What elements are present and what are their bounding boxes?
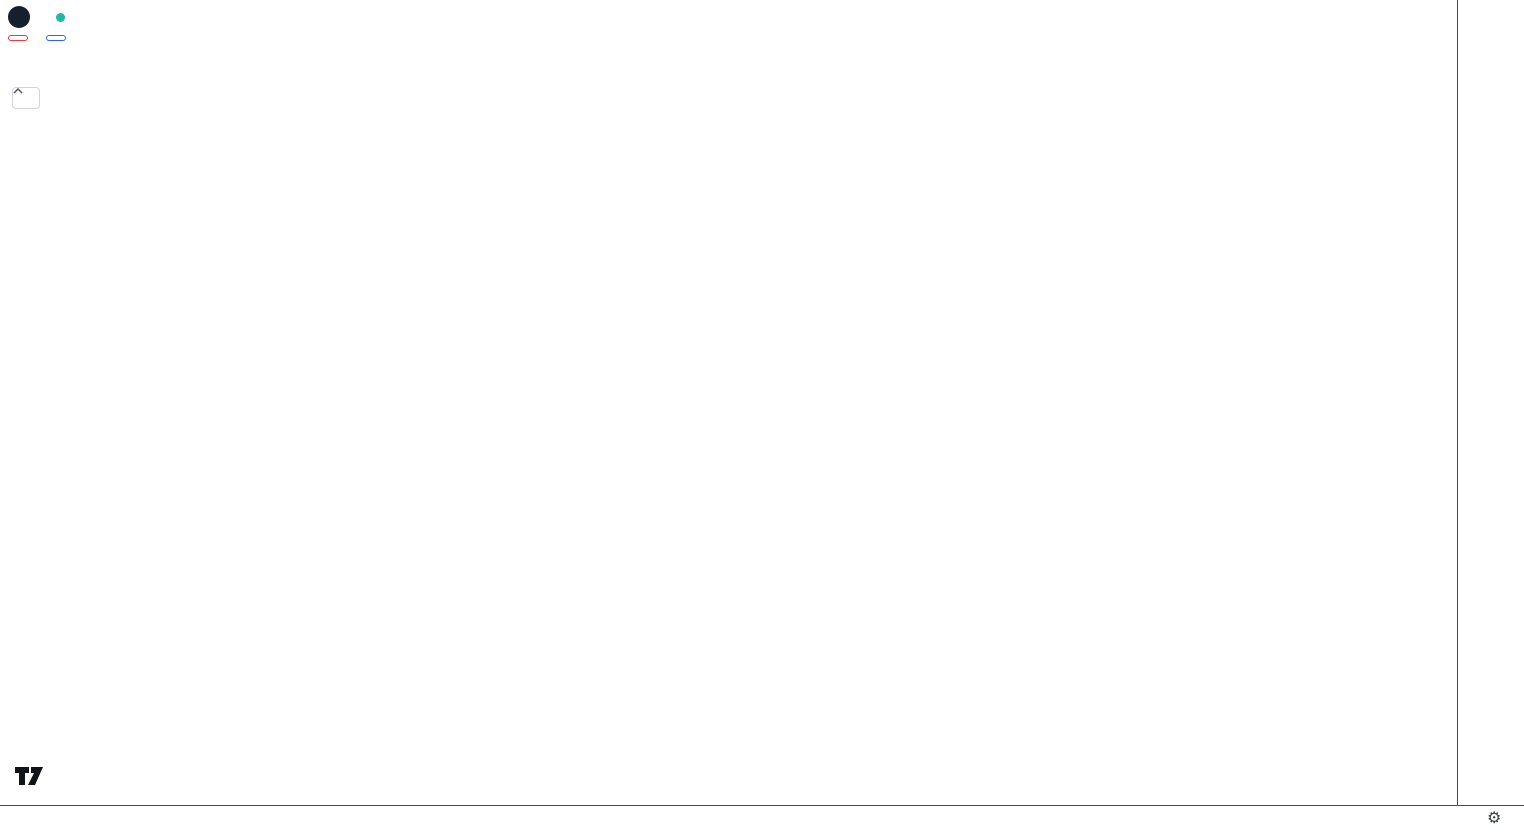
symbol-logo[interactable] xyxy=(8,6,30,28)
price-box-low[interactable] xyxy=(8,35,28,41)
axis-settings-gear-icon[interactable]: ⚙ xyxy=(1487,810,1502,827)
time-axis[interactable] xyxy=(0,805,1524,832)
price-axis[interactable] xyxy=(1457,0,1524,805)
market-status-dot xyxy=(56,12,65,22)
price-tool-row xyxy=(8,35,66,41)
collapse-indicators-button[interactable] xyxy=(12,87,40,109)
price-box-high[interactable] xyxy=(46,35,66,41)
chevron-up-icon xyxy=(13,88,23,94)
symbol-header-row xyxy=(8,6,83,28)
chart-canvas[interactable] xyxy=(0,0,1457,805)
